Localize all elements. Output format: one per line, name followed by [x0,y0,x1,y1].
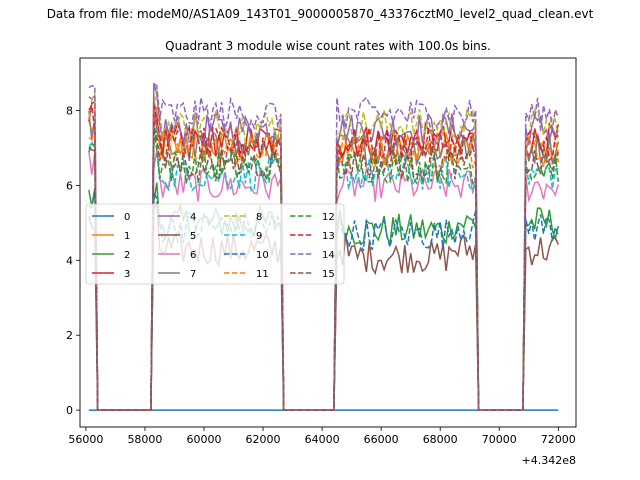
legend-label-5: 5 [190,231,196,242]
y-tick-label: 0 [66,404,73,417]
legend-label-3: 3 [124,269,130,280]
legend-label-2: 2 [124,250,130,261]
x-tick-label: 72000 [541,433,576,446]
y-axis: 0 2 4 6 8 [66,104,80,417]
legend-label-15: 15 [322,269,335,280]
legend-box [85,203,345,285]
legend-label-7: 7 [190,269,196,280]
plot-frame [79,57,577,428]
x-tick-label: 58000 [127,433,162,446]
legend-label-6: 6 [190,250,196,261]
x-tick-label: 60000 [187,433,222,446]
x-tick-label: 56000 [68,433,103,446]
x-tick-label: 68000 [423,433,458,446]
legend-label-1: 1 [124,231,130,242]
legend-label-10: 10 [256,250,269,261]
y-tick-label: 4 [66,254,73,267]
chart-title: Quadrant 3 module wise count rates with … [165,39,491,53]
legend-label-12: 12 [322,212,335,223]
legend-label-4: 4 [190,212,196,223]
legend-label-11: 11 [256,269,269,280]
y-tick-label: 8 [66,104,73,117]
x-tick-label: 66000 [364,433,399,446]
legend-label-8: 8 [256,212,262,223]
x-tick-label: 64000 [305,433,340,446]
x-axis-offset-label: +4.342e8 [522,454,576,467]
y-tick-label: 6 [66,179,73,192]
legend-label-9: 9 [256,231,262,242]
x-axis: 56000 58000 60000 62000 64000 66000 68000 70000… [68,427,576,446]
x-tick-label: 70000 [482,433,517,446]
legend-label-14: 14 [322,250,335,261]
legend-label-0: 0 [124,212,130,223]
legend-label-13: 13 [322,231,335,242]
x-tick-label: 62000 [246,433,281,446]
series-line-15 [88,123,560,411]
figure-suptitle: Data from file: modeM0/AS1A09_143T01_900… [47,7,594,21]
y-tick-label: 2 [66,329,73,342]
